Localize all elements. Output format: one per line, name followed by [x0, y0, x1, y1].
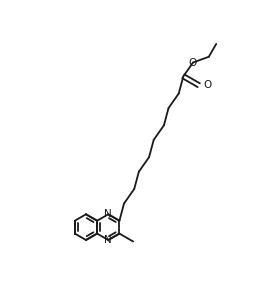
Text: O: O: [204, 80, 212, 90]
Text: N: N: [104, 235, 112, 245]
Text: O: O: [189, 58, 197, 68]
Text: N: N: [104, 209, 112, 219]
